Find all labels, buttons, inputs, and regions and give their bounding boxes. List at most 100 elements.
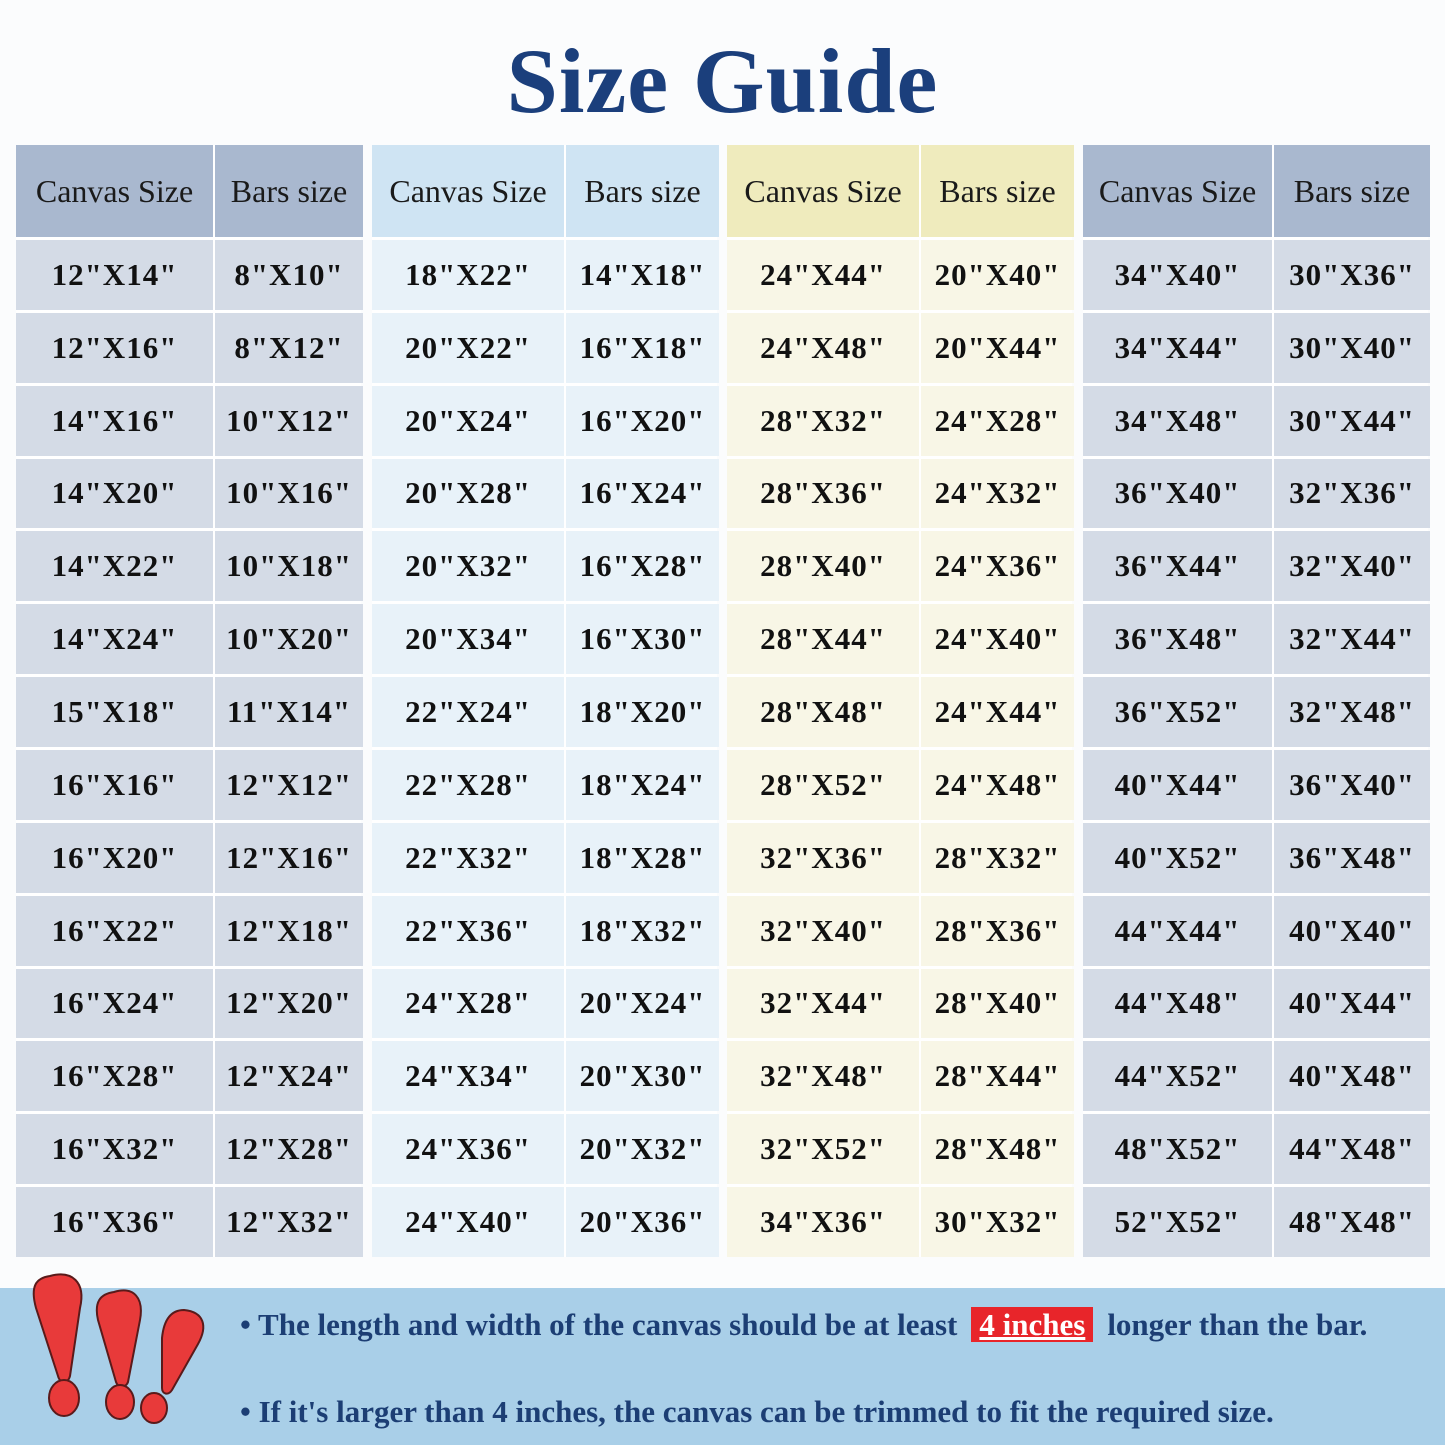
- canvas-size-cell: 36"X44": [1083, 531, 1272, 602]
- canvas-size-cell: 14"X16": [16, 385, 213, 456]
- canvas-size-cell: 20"X34": [372, 604, 564, 675]
- header-bars-size: Bars size: [566, 145, 719, 237]
- bars-size-cell: 28"X36": [921, 895, 1074, 966]
- canvas-size-cell: 22"X28": [372, 749, 564, 820]
- canvas-size-cell: 16"X16": [16, 749, 213, 820]
- size-table-4: Canvas Size Bars size 34"X40" 30"X36" 34"X44…: [1083, 145, 1430, 1257]
- canvas-size-cell: 32"X36": [727, 822, 919, 893]
- bars-size-cell: 10"X16": [215, 458, 363, 529]
- canvas-size-cell: 32"X52": [727, 1114, 919, 1185]
- bars-size-cell: 16"X20": [566, 385, 719, 456]
- header-bars-size: Bars size: [215, 145, 363, 237]
- canvas-size-cell: 24"X48": [727, 312, 919, 383]
- note-trimming: • If it's larger than 4 inches, the canv…: [240, 1394, 1274, 1429]
- bars-size-cell: 24"X36": [921, 531, 1074, 602]
- header-canvas-size: Canvas Size: [16, 145, 213, 237]
- bars-size-cell: 30"X40": [1274, 312, 1430, 383]
- bars-size-cell: 12"X20": [215, 968, 363, 1039]
- bars-size-cell: 36"X40": [1274, 749, 1430, 820]
- canvas-size-cell: 36"X48": [1083, 604, 1272, 675]
- canvas-size-cell: 20"X32": [372, 531, 564, 602]
- note-text: longer than the bar.: [1107, 1307, 1368, 1342]
- canvas-size-cell: 15"X18": [16, 677, 213, 747]
- canvas-size-cell: 16"X28": [16, 1041, 213, 1112]
- size-table-3: Canvas Size Bars size 24"X44" 20"X40" 24"X48…: [727, 145, 1074, 1257]
- canvas-size-cell: 34"X44": [1083, 312, 1272, 383]
- canvas-size-cell: 16"X32": [16, 1114, 213, 1185]
- bars-size-cell: 8"X12": [215, 312, 363, 383]
- bars-size-cell: 28"X48": [921, 1114, 1074, 1185]
- bars-size-cell: 48"X48": [1274, 1187, 1430, 1257]
- bars-size-cell: 32"X40": [1274, 531, 1430, 602]
- bars-size-cell: 18"X24": [566, 749, 719, 820]
- canvas-size-cell: 24"X34": [372, 1041, 564, 1112]
- bars-size-cell: 24"X48": [921, 749, 1074, 820]
- bars-size-cell: 30"X36": [1274, 240, 1430, 310]
- canvas-size-cell: 24"X40": [372, 1187, 564, 1257]
- bars-size-cell: 30"X32": [921, 1187, 1074, 1257]
- note-minimum-size: • The length and width of the canvas sho…: [240, 1306, 1420, 1343]
- canvas-size-cell: 24"X36": [372, 1114, 564, 1185]
- header-bars-size: Bars size: [921, 145, 1074, 237]
- canvas-size-cell: 28"X44": [727, 604, 919, 675]
- canvas-size-cell: 14"X22": [16, 531, 213, 602]
- page-title: Size Guide: [506, 30, 939, 132]
- header-canvas-size: Canvas Size: [727, 145, 919, 237]
- canvas-size-cell: 32"X44": [727, 968, 919, 1039]
- bars-size-cell: 32"X36": [1274, 458, 1430, 529]
- canvas-size-cell: 16"X36": [16, 1187, 213, 1257]
- canvas-size-cell: 20"X28": [372, 458, 564, 529]
- bars-size-cell: 32"X48": [1274, 677, 1430, 747]
- canvas-size-cell: 20"X24": [372, 385, 564, 456]
- canvas-size-cell: 14"X20": [16, 458, 213, 529]
- bars-size-cell: 28"X32": [921, 822, 1074, 893]
- bars-size-cell: 16"X28": [566, 531, 719, 602]
- bars-size-cell: 18"X20": [566, 677, 719, 747]
- canvas-size-cell: 28"X36": [727, 458, 919, 529]
- bars-size-cell: 12"X12": [215, 749, 363, 820]
- canvas-size-cell: 22"X32": [372, 822, 564, 893]
- bars-size-cell: 20"X30": [566, 1041, 719, 1112]
- bars-size-cell: 16"X24": [566, 458, 719, 529]
- canvas-size-cell: 12"X14": [16, 240, 213, 310]
- canvas-size-cell: 52"X52": [1083, 1187, 1272, 1257]
- bars-size-cell: 28"X44": [921, 1041, 1074, 1112]
- bars-size-cell: 20"X40": [921, 240, 1074, 310]
- highlight-badge: 4 inches: [971, 1307, 1094, 1342]
- bars-size-cell: 40"X44": [1274, 968, 1430, 1039]
- bars-size-cell: 16"X30": [566, 604, 719, 675]
- bars-size-cell: 12"X32": [215, 1187, 363, 1257]
- bars-size-cell: 20"X36": [566, 1187, 719, 1257]
- canvas-size-cell: 24"X44": [727, 240, 919, 310]
- canvas-size-cell: 22"X36": [372, 895, 564, 966]
- bars-size-cell: 11"X14": [215, 677, 363, 747]
- bars-size-cell: 12"X18": [215, 895, 363, 966]
- canvas-size-cell: 36"X52": [1083, 677, 1272, 747]
- bars-size-cell: 20"X32": [566, 1114, 719, 1185]
- bars-size-cell: 10"X18": [215, 531, 363, 602]
- canvas-size-cell: 28"X52": [727, 749, 919, 820]
- bars-size-cell: 32"X44": [1274, 604, 1430, 675]
- canvas-size-cell: 40"X52": [1083, 822, 1272, 893]
- bars-size-cell: 40"X48": [1274, 1041, 1430, 1112]
- canvas-size-cell: 34"X48": [1083, 385, 1272, 456]
- bars-size-cell: 40"X40": [1274, 895, 1430, 966]
- bars-size-cell: 18"X28": [566, 822, 719, 893]
- bars-size-cell: 24"X32": [921, 458, 1074, 529]
- header-canvas-size: Canvas Size: [1083, 145, 1272, 237]
- canvas-size-cell: 34"X36": [727, 1187, 919, 1257]
- canvas-size-cell: 12"X16": [16, 312, 213, 383]
- note-text: • The length and width of the canvas sho…: [240, 1307, 958, 1342]
- size-table-2: Canvas Size Bars size 18"X22" 14"X18" 20"X22…: [372, 145, 719, 1257]
- bars-size-cell: 20"X24": [566, 968, 719, 1039]
- bars-size-cell: 16"X18": [566, 312, 719, 383]
- header-bars-size: Bars size: [1274, 145, 1430, 237]
- canvas-size-cell: 20"X22": [372, 312, 564, 383]
- canvas-size-cell: 28"X48": [727, 677, 919, 747]
- bars-size-cell: 36"X48": [1274, 822, 1430, 893]
- bars-size-cell: 10"X20": [215, 604, 363, 675]
- canvas-size-cell: 16"X20": [16, 822, 213, 893]
- bars-size-cell: 10"X12": [215, 385, 363, 456]
- canvas-size-cell: 48"X52": [1083, 1114, 1272, 1185]
- bars-size-cell: 24"X28": [921, 385, 1074, 456]
